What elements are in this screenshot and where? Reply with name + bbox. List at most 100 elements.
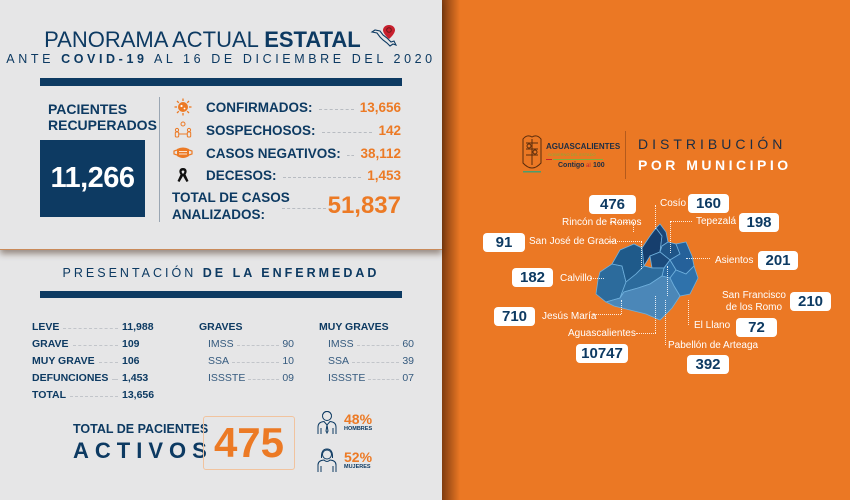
- title-regular: PANORAMA ACTUAL: [44, 27, 259, 52]
- graves-heading: GRAVES: [199, 320, 243, 333]
- svg-text:al: al: [586, 163, 591, 169]
- label-el-llano: El Llano: [694, 320, 731, 331]
- institution-value: 90: [282, 337, 294, 350]
- dotted-leader: [346, 154, 355, 156]
- leader-line: [608, 241, 642, 242]
- page-subtitle: ANTE COVID-19 AL 16 DE DICIEMBRE DEL 202…: [0, 52, 442, 66]
- dotted-leader: [70, 395, 118, 397]
- badge-san-francisco-de-los-romo: 210: [790, 292, 831, 311]
- badge-el-llano: 72: [736, 318, 777, 337]
- severity-value: 11,988: [122, 320, 154, 333]
- active-count: 475: [203, 416, 295, 470]
- institution-value: 09: [282, 371, 294, 384]
- label-san-jose-de-gracia: San José de Gracia: [529, 236, 617, 247]
- state-overview-panel: PANORAMA ACTUAL ESTATAL ANTE COVID-19 AL…: [0, 0, 442, 250]
- section-title-bold: DE LA ENFERMEDAD: [202, 266, 380, 280]
- leader-line: [621, 300, 622, 314]
- stat-label: DECESOS:: [206, 167, 277, 183]
- dotted-leader: [282, 208, 326, 209]
- severity-label: DEFUNCIONES: [32, 371, 109, 384]
- label-cosio: Cosío: [660, 198, 687, 209]
- dotted-leader: [236, 344, 280, 346]
- section-divider: [40, 291, 402, 298]
- total-label-line2: ANALIZADOS:: [172, 207, 265, 222]
- label-rincon-de-romos: Rincón de Romos: [562, 217, 642, 228]
- institution-label: SSA: [328, 354, 350, 367]
- institution-label: IMSS: [208, 337, 234, 350]
- logo-divider: [625, 131, 626, 179]
- recovered-count: 11,266: [40, 140, 145, 217]
- woman-icon: [316, 447, 338, 473]
- label-jesus-maria: Jesús María: [542, 311, 597, 322]
- dotted-leader: [356, 344, 400, 346]
- institution-value: 10: [282, 354, 294, 367]
- page-title: PANORAMA ACTUAL ESTATAL: [0, 24, 442, 53]
- label-calvillo: Calvillo: [560, 273, 593, 284]
- leader-line: [655, 296, 656, 333]
- severity-label: LEVE: [32, 320, 60, 333]
- suspect-people-icon: [173, 121, 193, 139]
- label-san-francisco-de-los-romo: San Francisco de los Romo: [722, 290, 786, 314]
- dotted-leader: [352, 361, 400, 363]
- graves-by-institution: GRAVES IMSS 90 SSA 10 ISSSTE 09: [199, 318, 294, 386]
- section-title: PRESENTACIÓN DE LA ENFERMEDAD: [0, 266, 442, 280]
- leader-line: [593, 314, 621, 315]
- distribution-title-line2: POR MUNICIPIO: [638, 157, 792, 173]
- badge-cosio: 160: [688, 194, 729, 213]
- muy-graves-by-institution: MUY GRAVES IMSS 60 SSA 39 ISSSTE 07: [319, 318, 414, 386]
- subtitle-post: AL 16 DE DICIEMBRE DEL 2020: [153, 52, 436, 66]
- leader-line: [633, 222, 634, 232]
- active-label-line2: ACTIVOS: [73, 438, 213, 463]
- dotted-leader: [368, 378, 400, 380]
- severity-label: MUY GRAVE: [32, 354, 95, 367]
- stat-row-decesos: DECESOS: 1,453: [173, 165, 401, 185]
- severity-row: LEVE 11,988: [32, 318, 162, 335]
- institution-row: ISSSTE 09: [199, 369, 294, 386]
- leader-line: [641, 241, 642, 269]
- header-divider: [40, 78, 402, 86]
- severity-value: 13,656: [122, 388, 155, 401]
- section-title-regular: PRESENTACIÓN: [62, 266, 197, 280]
- man-icon: [316, 409, 338, 435]
- leader-line: [590, 278, 604, 279]
- leader-line: [670, 221, 692, 222]
- stat-value: 1,453: [367, 167, 401, 183]
- leader-line: [670, 221, 671, 253]
- active-label-line1: TOTAL DE PACIENTES: [73, 422, 209, 436]
- leader-line: [636, 333, 656, 334]
- severity-value: 109: [122, 337, 140, 350]
- institution-row: SSA 10: [199, 352, 294, 369]
- stat-row-confirmados: CONFIRMADOS: 13,656: [173, 97, 401, 117]
- severity-row: TOTAL 13,656: [32, 386, 162, 403]
- leader-line: [655, 205, 656, 229]
- badge-tepezala: 198: [739, 213, 779, 232]
- mourning-ribbon-icon: [173, 166, 193, 184]
- stat-value: 38,112: [360, 145, 401, 161]
- stat-label: CASOS NEGATIVOS:: [206, 145, 341, 161]
- title-bold: ESTATAL: [264, 27, 361, 52]
- mexico-map-pin-icon: [370, 24, 398, 48]
- institution-row: IMSS 60: [319, 335, 414, 352]
- badge-pabellon-de-arteaga: 392: [687, 355, 729, 374]
- dotted-leader: [112, 378, 118, 380]
- severity-row: DEFUNCIONES 1,453: [32, 369, 162, 386]
- vertical-divider: [159, 97, 160, 222]
- severity-list: LEVE 11,988 GRAVE 109 MUY GRAVE 106 DEFU…: [32, 318, 162, 403]
- severity-value: 106: [122, 354, 140, 367]
- dotted-leader: [232, 361, 280, 363]
- institution-row: ISSSTE 07: [319, 369, 414, 386]
- severity-row: GRAVE 109: [32, 335, 162, 352]
- severity-row: MUY GRAVE 106: [32, 352, 162, 369]
- label-pabellon-de-arteaga: Pabellón de Arteaga: [668, 340, 759, 351]
- women-label: MUJERES: [344, 463, 371, 470]
- svg-text:GOBIERNO DEL ESTADO: GOBIERNO DEL ESTADO: [548, 152, 596, 157]
- leader-line: [610, 222, 634, 223]
- dotted-leader: [318, 108, 354, 110]
- gender-men: 48% HOMBRES: [316, 409, 372, 435]
- leader-line: [667, 266, 668, 296]
- disease-presentation-panel: PRESENTACIÓN DE LA ENFERMEDAD LEVE 11,98…: [0, 250, 442, 500]
- severity-label: TOTAL: [32, 388, 67, 401]
- stat-value: 13,656: [359, 99, 401, 115]
- institution-label: IMSS: [328, 337, 354, 350]
- aguascalientes-logo: AGUASCALIENTES GOBIERNO DEL ESTADO Conti…: [520, 133, 621, 179]
